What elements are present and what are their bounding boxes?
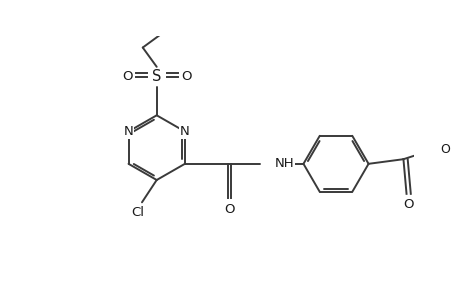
Text: O: O: [224, 203, 234, 216]
Text: NH: NH: [274, 157, 294, 170]
Text: O: O: [402, 198, 413, 211]
Text: O: O: [440, 143, 449, 157]
Text: Cl: Cl: [130, 206, 144, 219]
Text: S: S: [151, 69, 161, 84]
Text: O: O: [180, 70, 191, 83]
Text: N: N: [123, 125, 133, 138]
Text: O: O: [122, 70, 132, 83]
Text: N: N: [179, 125, 190, 138]
